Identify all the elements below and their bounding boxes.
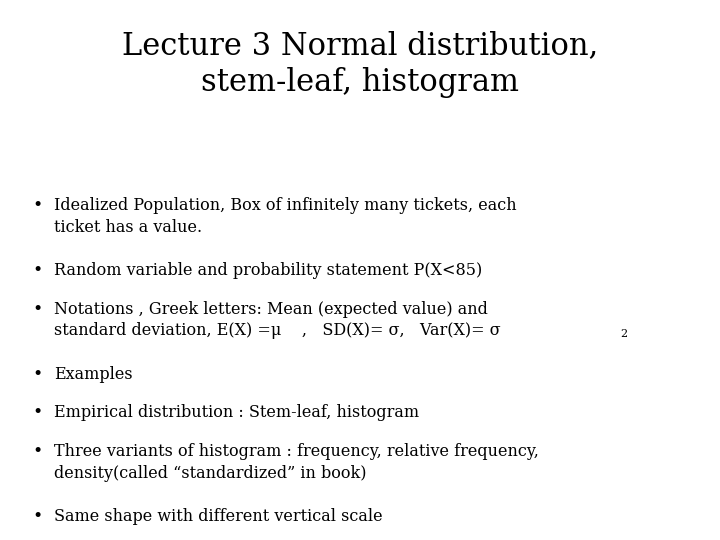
Text: Lecture 3 Normal distribution,
stem-leaf, histogram: Lecture 3 Normal distribution, stem-leaf… — [122, 30, 598, 98]
Text: Notations , Greek letters: Mean (expected value) and
standard deviation, E(X) =μ: Notations , Greek letters: Mean (expecte… — [54, 301, 500, 339]
Text: Same shape with different vertical scale: Same shape with different vertical scale — [54, 508, 382, 525]
Text: •: • — [32, 366, 42, 382]
Text: Idealized Population, Box of infinitely many tickets, each
ticket has a value.: Idealized Population, Box of infinitely … — [54, 197, 517, 235]
Text: Examples: Examples — [54, 366, 132, 382]
Text: Empirical distribution : Stem-leaf, histogram: Empirical distribution : Stem-leaf, hist… — [54, 404, 419, 421]
Text: •: • — [32, 262, 42, 279]
Text: 2: 2 — [621, 329, 628, 339]
Text: •: • — [32, 443, 42, 460]
Text: •: • — [32, 301, 42, 318]
Text: •: • — [32, 508, 42, 525]
Text: Random variable and probability statement P(X<85): Random variable and probability statemen… — [54, 262, 482, 279]
Text: Three variants of histogram : frequency, relative frequency,
density(called “sta: Three variants of histogram : frequency,… — [54, 443, 539, 482]
Text: •: • — [32, 404, 42, 421]
Text: •: • — [32, 197, 42, 214]
